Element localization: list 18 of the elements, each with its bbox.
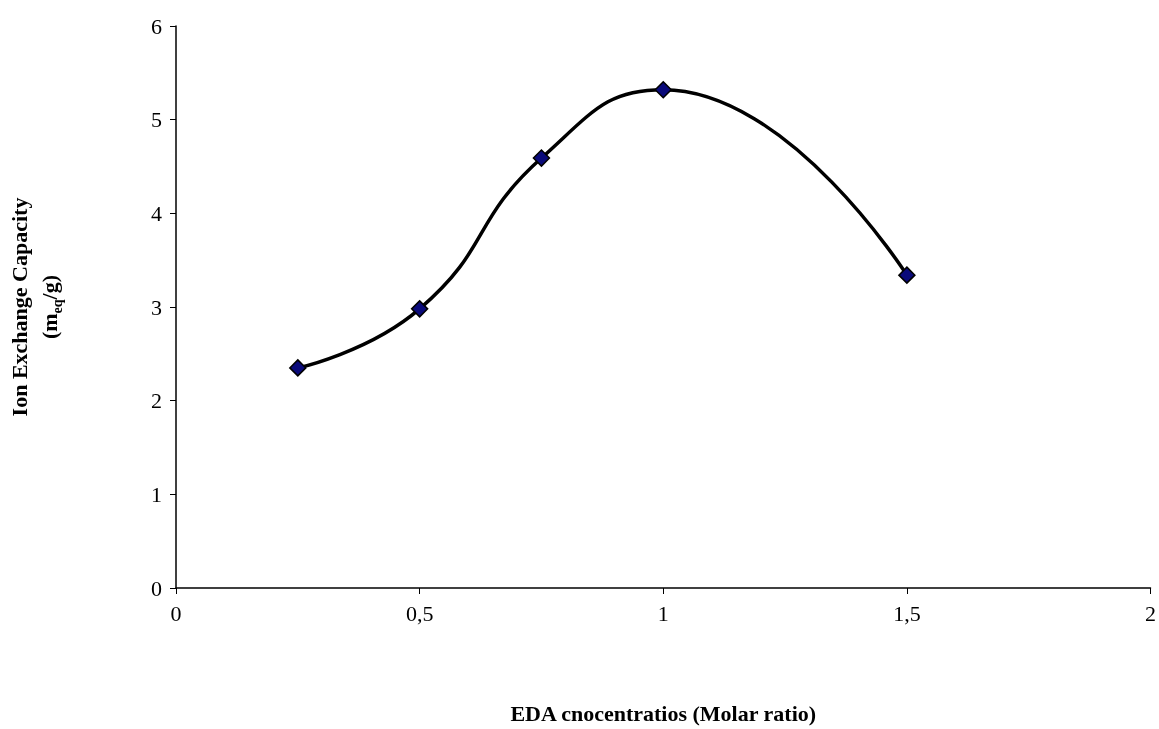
y-tick-label: 5: [151, 107, 162, 133]
point: [898, 266, 916, 284]
point: [654, 80, 672, 99]
x-tick-label: 0: [170, 600, 182, 626]
point: [532, 149, 551, 167]
x-tick-label: 1: [657, 600, 669, 626]
x-tick-label: 1,5: [893, 600, 921, 626]
x-tick-label: 0,5: [405, 600, 434, 626]
point: [410, 300, 429, 318]
y-tick-label: 3: [151, 294, 162, 320]
x-axis-title: EDA cnocentratios (Molar ratio): [510, 700, 817, 726]
y-tick-label: 2: [151, 388, 162, 414]
y-tick-label: 0: [151, 575, 162, 601]
point: [289, 359, 307, 377]
x-tick-label: 2: [1145, 600, 1156, 626]
y-tick-label: 1: [151, 481, 162, 507]
y-tick-label: 6: [151, 13, 162, 39]
y-tick-label: 4: [151, 200, 162, 226]
